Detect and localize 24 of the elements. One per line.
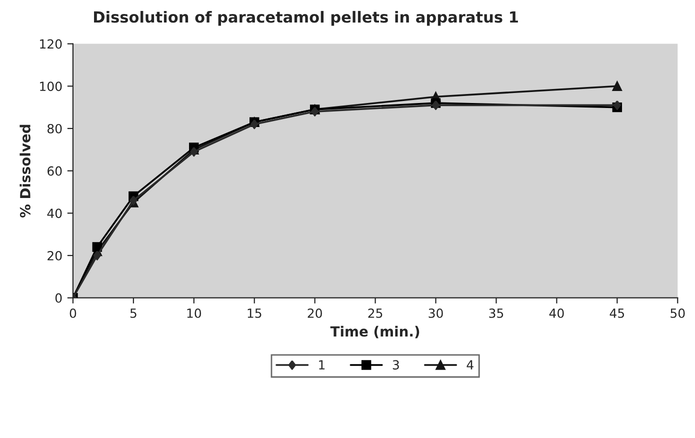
x-tick-label: 45 bbox=[610, 308, 624, 318]
legend-label: 1 bbox=[319, 360, 325, 370]
x-tick-label: 10 bbox=[187, 308, 202, 318]
x-tick-label: 25 bbox=[368, 308, 382, 318]
legend-label: 3 bbox=[392, 360, 399, 370]
y-tick-label: 20 bbox=[48, 250, 62, 260]
x-tick-label: 30 bbox=[428, 308, 443, 318]
y-tick-label: 0 bbox=[55, 293, 62, 303]
x-tick-label: 0 bbox=[70, 308, 76, 318]
x-tick-label: 20 bbox=[308, 308, 322, 318]
chart-title: Dissolution of paracetamol pellets in apparatus 1 bbox=[94, 10, 518, 26]
x-tick-label: 15 bbox=[248, 308, 262, 318]
y-axis-title: % Dissolved bbox=[20, 124, 30, 218]
y-tick-label: 40 bbox=[47, 208, 62, 218]
y-tick-label: 120 bbox=[40, 39, 62, 49]
y-tick-label: 60 bbox=[48, 166, 62, 176]
y-tick-label: 100 bbox=[40, 82, 62, 92]
legend-label: 4 bbox=[466, 360, 474, 370]
x-tick-label: 50 bbox=[670, 308, 685, 318]
x-axis-title: Time (min.) bbox=[330, 326, 420, 338]
y-tick-label: 80 bbox=[48, 124, 62, 134]
x-tick-label: 35 bbox=[489, 308, 504, 318]
x-tick-label: 40 bbox=[549, 308, 564, 318]
x-tick-label: 5 bbox=[130, 308, 136, 318]
